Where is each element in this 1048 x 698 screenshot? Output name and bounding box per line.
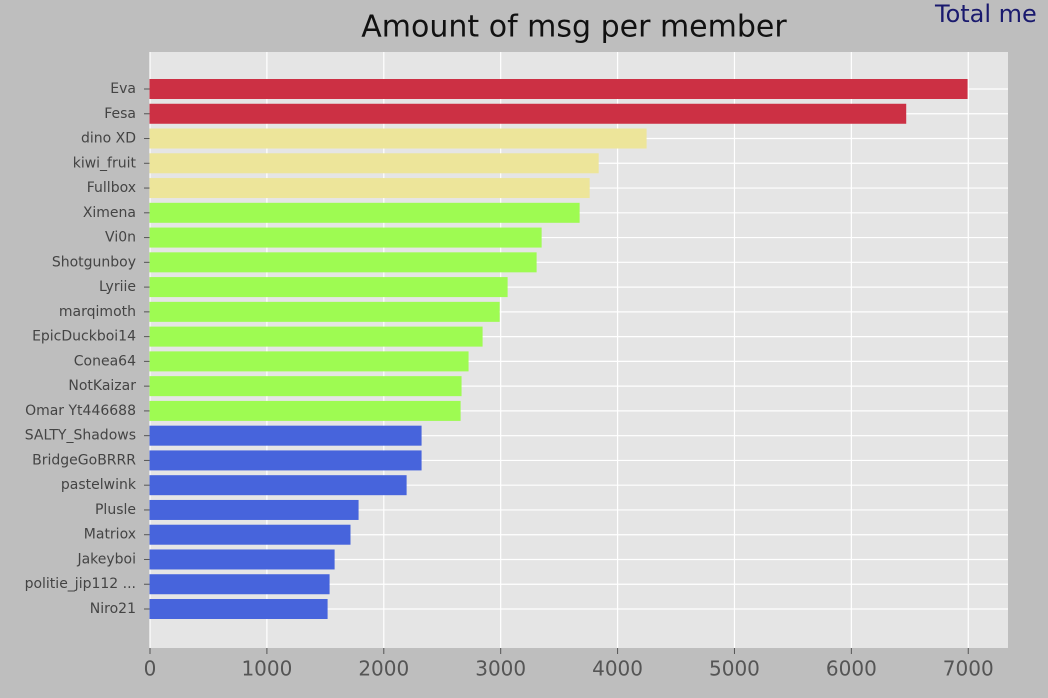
x-tick-label: 6000	[826, 657, 877, 681]
plot-area	[150, 52, 1008, 648]
x-tick-label: 4000	[592, 657, 643, 681]
y-tick-label: Conea64	[74, 353, 136, 369]
annotation: Total me	[934, 0, 1037, 28]
bar	[149, 400, 461, 421]
y-tick-label: Fesa	[104, 106, 136, 122]
y-tick-label: NotKaizar	[68, 378, 136, 394]
bar	[149, 79, 968, 99]
y-tick-label: Ximena	[83, 205, 136, 221]
y-tick-label: Plusle	[95, 502, 136, 518]
y-tick-label: marqimoth	[59, 304, 136, 320]
y-tick-label: kiwi_fruit	[73, 155, 137, 171]
x-tick-label: 2000	[358, 657, 409, 681]
y-tick-label: dino XD	[81, 131, 136, 147]
bar	[149, 202, 580, 223]
bar	[149, 599, 328, 619]
bar	[149, 277, 508, 298]
x-tick-label: 7000	[943, 657, 994, 681]
y-tick-label: SALTY_Shadows	[25, 428, 136, 444]
y-tick-label: pastelwink	[61, 477, 137, 493]
bar	[149, 351, 469, 372]
bar	[149, 574, 330, 595]
y-tick-label: Lyriie	[99, 279, 136, 295]
bar	[149, 549, 335, 570]
bar	[149, 178, 590, 199]
bar	[149, 252, 537, 273]
chart-title: Amount of msg per member	[361, 10, 787, 45]
bar	[149, 425, 422, 446]
bar	[149, 326, 483, 347]
bar	[149, 376, 462, 397]
y-tick-label: Shotgunboy	[52, 254, 136, 270]
bar	[149, 450, 422, 471]
bar	[149, 499, 359, 520]
y-tick-label: Fullbox	[87, 180, 136, 196]
bar	[149, 103, 907, 124]
y-tick-label: BridgeGoBRRR	[32, 452, 136, 468]
y-tick-label: Vi0n	[105, 230, 136, 246]
x-tick-label: 0	[144, 657, 157, 681]
bar	[149, 524, 351, 545]
bar	[149, 475, 407, 496]
bar	[149, 227, 542, 248]
y-tick-label: EpicDuckboi14	[32, 329, 136, 345]
y-tick-label: Jakeyboi	[76, 551, 136, 567]
bar	[149, 153, 599, 174]
y-tick-label: Niro21	[90, 601, 136, 617]
y-tick-label: Omar Yt446688	[25, 403, 136, 419]
x-tick-label: 3000	[475, 657, 526, 681]
y-tick-label: Matriox	[84, 527, 136, 543]
y-tick-label: politie_jip112 ...	[25, 576, 136, 592]
x-tick-label: 5000	[709, 657, 760, 681]
bar	[149, 301, 500, 322]
y-tick-label: Eva	[110, 81, 136, 97]
x-tick-label: 1000	[241, 657, 292, 681]
bar	[149, 128, 647, 149]
